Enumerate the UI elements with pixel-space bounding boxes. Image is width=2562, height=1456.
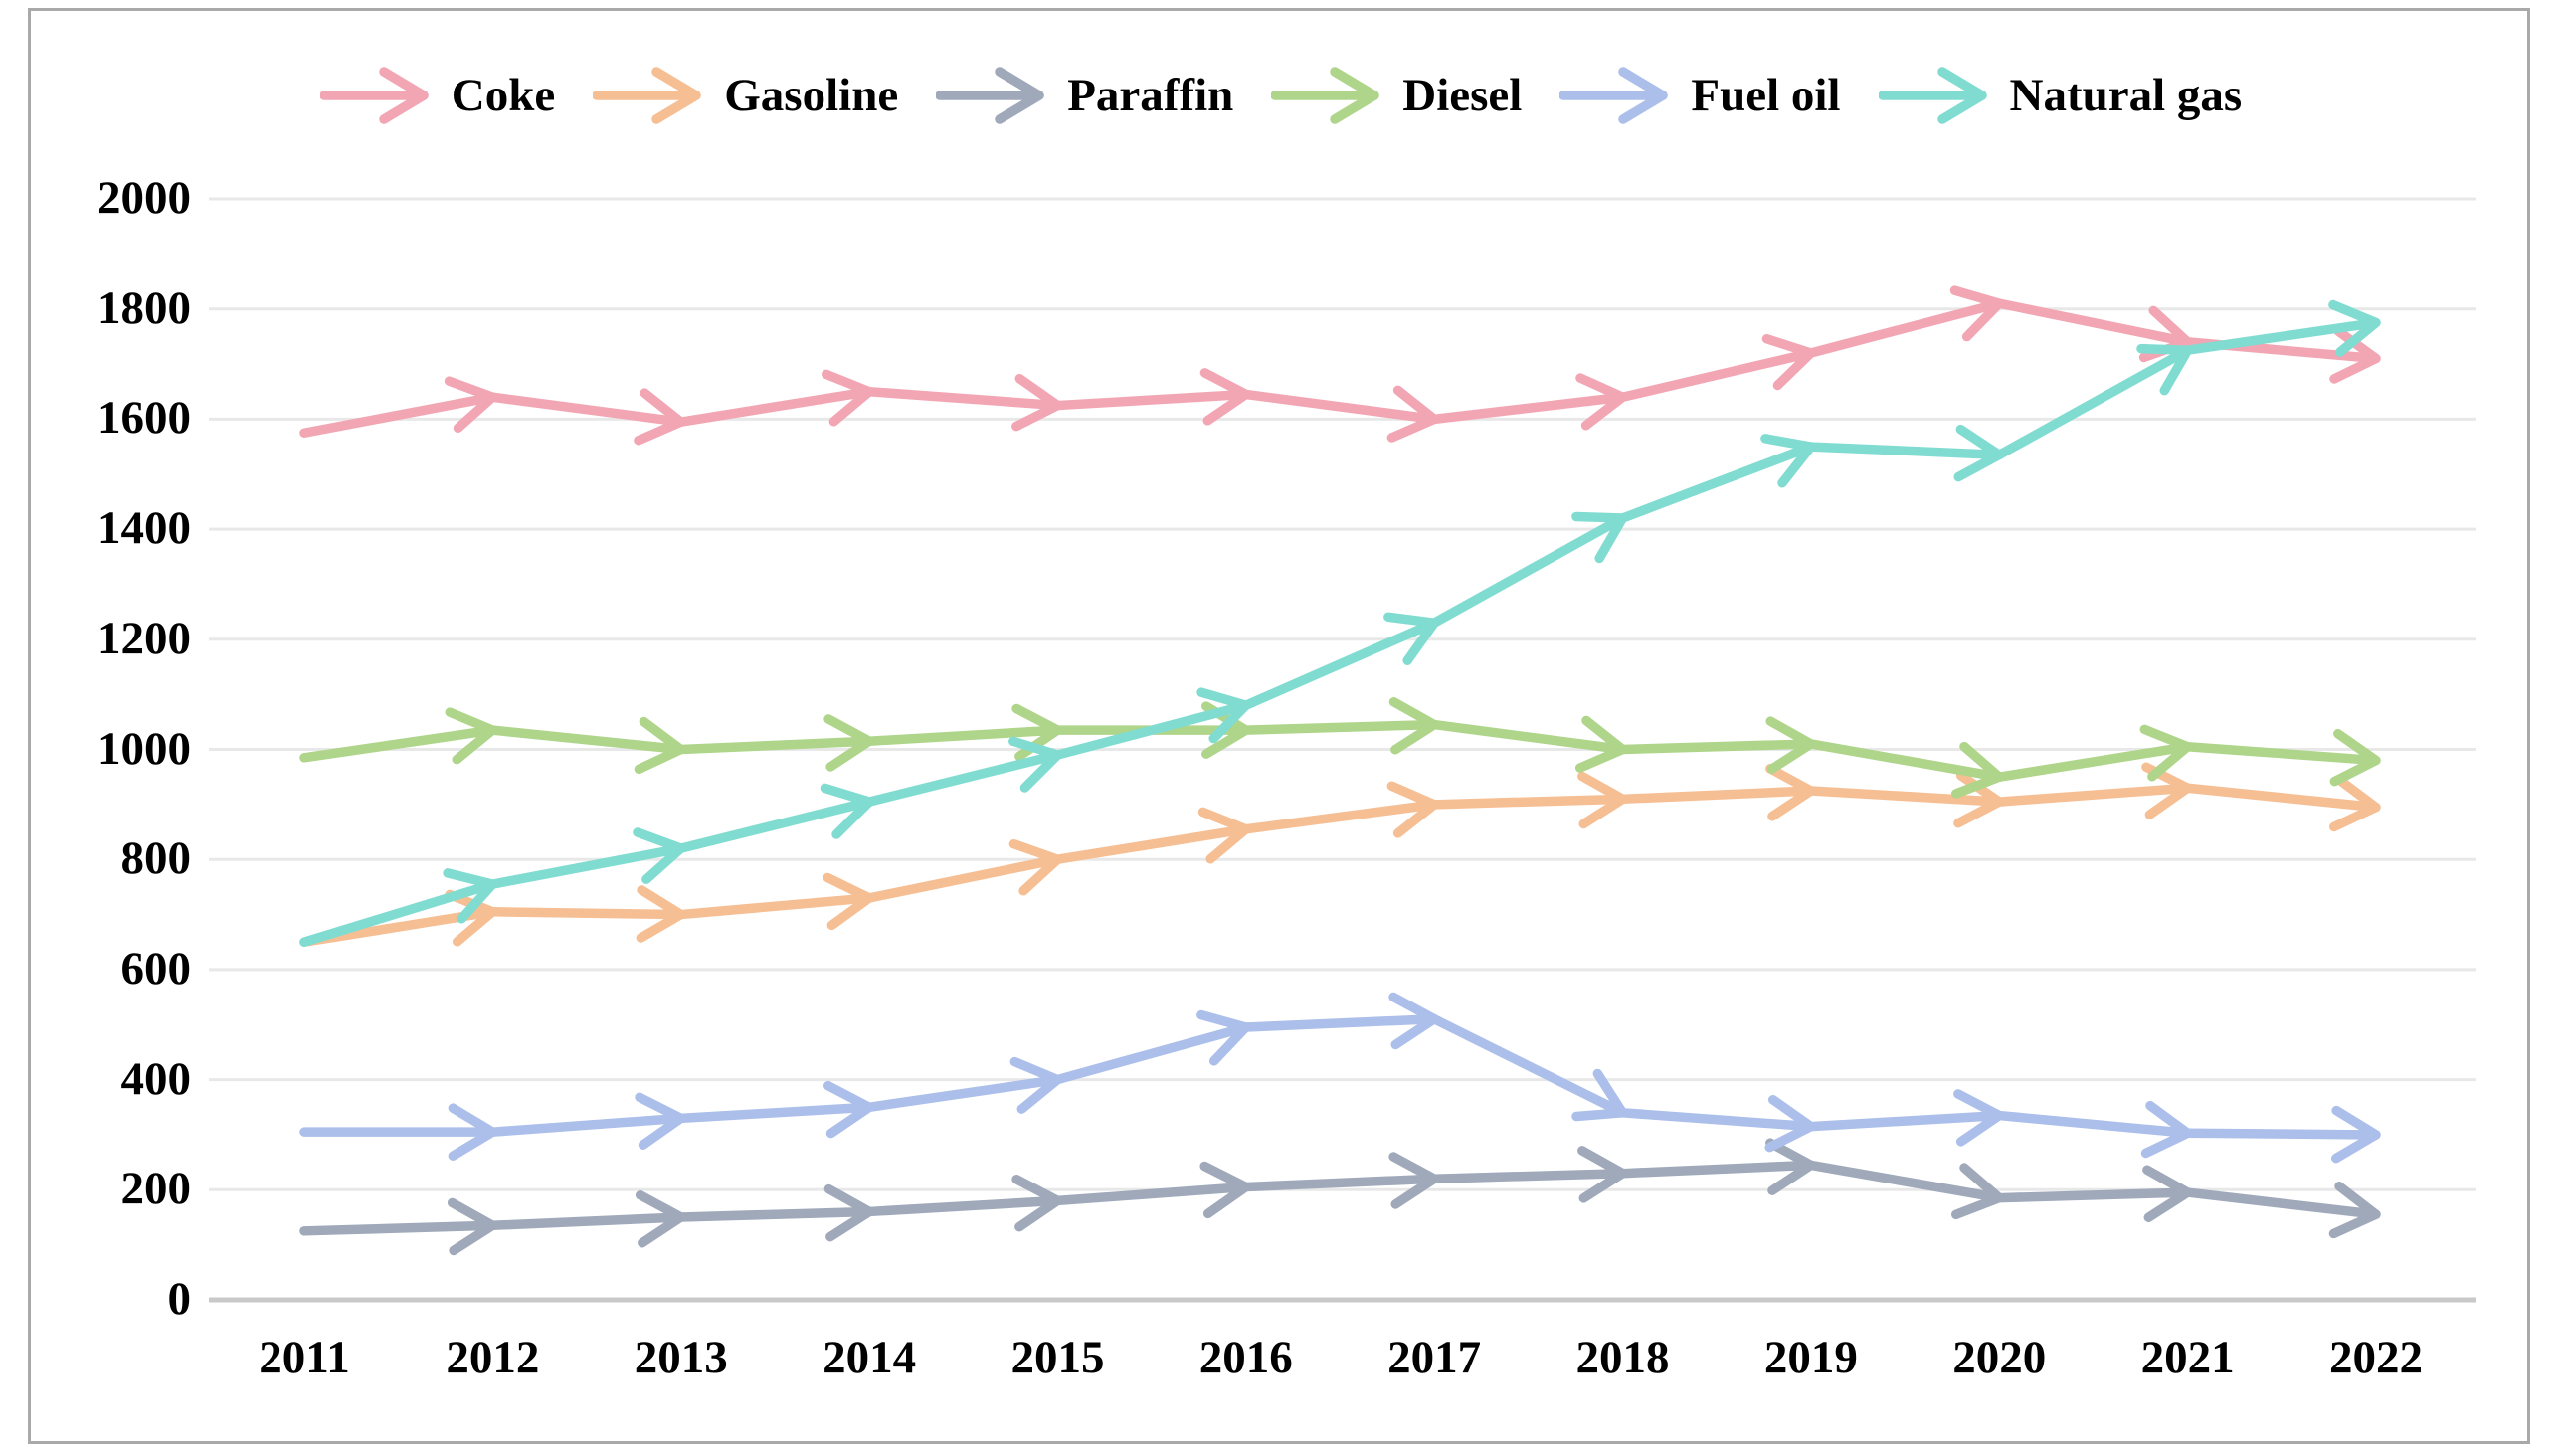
legend-item-natural-gas: Natural gas [1878, 61, 2243, 130]
legend-label: Fuel oil [1691, 70, 1841, 121]
y-axis-tick-label: 1600 [97, 392, 191, 445]
legend-label: Gasoline [724, 70, 899, 121]
legend-item-fuel-oil: Fuel oil [1559, 61, 1841, 130]
y-axis-tick-label: 800 [120, 832, 192, 885]
y-axis-tick-label: 1200 [97, 612, 191, 664]
x-axis-tick-label: 2021 [2140, 1332, 2235, 1383]
legend-arrow-icon [936, 67, 1044, 124]
legend-item-diesel: Diesel [1271, 61, 1522, 130]
series-fuel-oil [299, 992, 2381, 1164]
y-axis-tick-label: 600 [120, 942, 192, 995]
series-natural-gas [299, 299, 2381, 947]
series-coke [299, 285, 2381, 446]
x-axis-tick-label: 2019 [1763, 1332, 1858, 1383]
series-diesel [299, 697, 2381, 799]
x-axis-tick-label: 2015 [1010, 1332, 1105, 1383]
x-axis-tick-label: 2013 [634, 1332, 728, 1383]
legend-arrow-icon [593, 67, 701, 124]
legend-label: Diesel [1402, 70, 1523, 121]
x-axis-tick-label: 2018 [1575, 1332, 1670, 1383]
legend-item-paraffin: Paraffin [936, 61, 1233, 130]
legend-label: Coke [451, 70, 556, 121]
x-axis-tick-label: 2011 [259, 1332, 350, 1383]
series-paraffin [299, 1138, 2381, 1256]
y-axis-tick-label: 1800 [97, 281, 191, 334]
legend-item-gasoline: Gasoline [593, 61, 898, 130]
y-axis-tick-label: 0 [167, 1273, 192, 1325]
chart-legend: Coke Gasoline Paraffin Diesel Fuel oil Natura… [0, 58, 2562, 133]
legend-arrow-icon [1271, 67, 1380, 124]
legend-label: Natural gas [2009, 70, 2243, 121]
y-axis-tick-label: 400 [120, 1052, 192, 1105]
x-axis-tick-label: 2012 [446, 1332, 540, 1383]
x-axis-tick-label: 2022 [2328, 1332, 2423, 1383]
legend-arrow-icon [319, 67, 429, 124]
y-axis-tick-label: 1400 [97, 502, 191, 555]
legend-arrow-icon [1559, 67, 1669, 124]
legend-arrow-icon [1878, 67, 1987, 124]
y-axis-tick-label: 200 [120, 1163, 192, 1215]
y-axis-tick-label: 2000 [97, 172, 191, 224]
legend-item-coke: Coke [319, 61, 556, 130]
y-axis-tick-label: 1000 [97, 722, 191, 775]
x-axis-tick-label: 2017 [1387, 1332, 1482, 1383]
legend-label: Paraffin [1067, 70, 1234, 121]
x-axis-tick-label: 2020 [1952, 1332, 2047, 1383]
x-axis-tick-label: 2016 [1198, 1332, 1293, 1383]
x-axis-tick-label: 2014 [823, 1332, 917, 1383]
